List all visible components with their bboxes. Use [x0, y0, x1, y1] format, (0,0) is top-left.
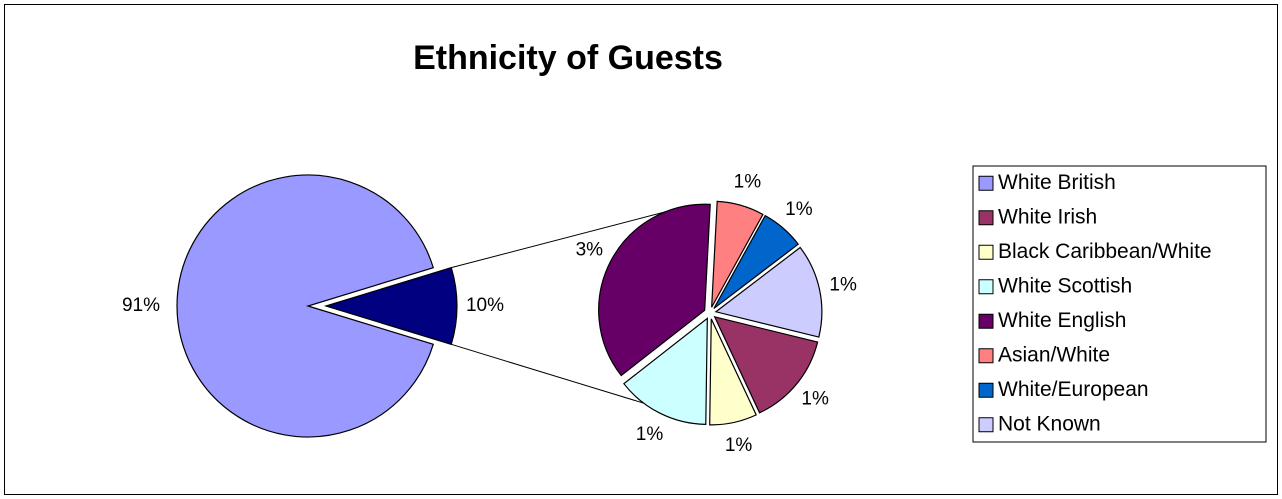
data-label-asian-white: 1%: [734, 171, 762, 192]
chart-title: Ethnicity of Guests: [413, 39, 723, 77]
data-label-white-irish: 1%: [801, 388, 829, 409]
legend-label-white-english: White English: [998, 309, 1126, 332]
slice-white-british: [176, 174, 435, 438]
pie-of-pie-chart: Ethnicity of Guests 91% 10% 1% 1% 1% 1% 1% 1% 3%…: [122, 39, 1267, 456]
slice-other: [323, 266, 458, 346]
legend-label-not-known: Not Known: [998, 412, 1101, 435]
legend: White British White Irish Black Caribbean/…: [972, 165, 1267, 443]
legend-label-black-caribbean-white: Black Caribbean/White: [998, 240, 1212, 263]
legend-label-white-british: White British: [998, 171, 1116, 194]
slice-white-european: [713, 214, 800, 309]
data-label-white-scottish: 1%: [636, 424, 664, 445]
legend-box: [972, 165, 1267, 443]
data-label-not-known: 1%: [829, 274, 857, 295]
main-pie: [176, 174, 458, 438]
connector-line-top: [451, 207, 681, 269]
legend-label-white-scottish: White Scottish: [998, 274, 1132, 297]
chart-frame: Ethnicity of Guests 91% 10% 1% 1% 1% 1% 1% 1% 3%…: [4, 4, 1278, 495]
slice-not-known: [714, 246, 823, 338]
legend-swatch-white-british: [978, 175, 994, 191]
slice-white-irish: [713, 315, 819, 414]
secondary-pie: [598, 200, 823, 426]
slice-black-caribbean-white: [709, 318, 757, 426]
legend-swatch-black-caribbean-white: [978, 244, 994, 260]
slice-white-scottish: [623, 317, 708, 425]
data-label-white-english: 3%: [576, 239, 604, 260]
slice-asian-white: [711, 200, 764, 308]
legend-swatch-white-irish: [978, 210, 994, 226]
data-labels: 91% 10% 1% 1% 1% 1% 1% 1% 3%: [122, 171, 857, 456]
legend-swatch-white-scottish: [978, 279, 994, 295]
legend-label-white-european: White/European: [998, 378, 1149, 401]
data-label-other: 10%: [466, 295, 504, 316]
legend-swatch-white-english: [978, 313, 994, 329]
legend-label-asian-white: Asian/White: [998, 343, 1110, 366]
data-label-black-caribbean-white: 1%: [725, 435, 753, 456]
legend-swatch-not-known: [978, 417, 994, 433]
slice-white-english: [598, 203, 711, 377]
data-label-white-british: 91%: [122, 295, 160, 316]
legend-label-white-irish: White Irish: [998, 205, 1097, 228]
legend-swatch-white-european: [978, 382, 994, 398]
data-label-white-european: 1%: [785, 199, 813, 220]
legend-swatch-asian-white: [978, 348, 994, 364]
